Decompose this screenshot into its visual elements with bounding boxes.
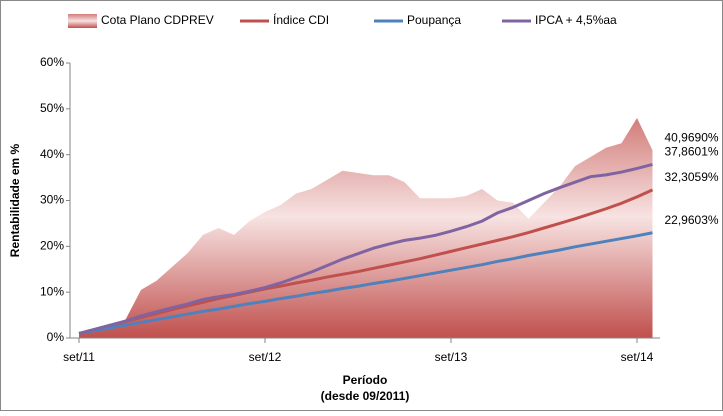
legend-label: Cota Plano CDPREV [101, 13, 214, 27]
x-tick-label: set/11 [63, 350, 95, 364]
x-tick-label: set/14 [621, 350, 654, 364]
legend-swatch [68, 14, 97, 28]
y-tick-label: 30% [40, 193, 64, 207]
line [78, 188, 654, 335]
value-label: 22,9603% [665, 213, 719, 227]
line [78, 163, 653, 335]
x-tick-label: set/13 [435, 350, 468, 364]
area [79, 118, 653, 338]
y-axis-title: Rentabilidade em % [8, 143, 22, 257]
legend-label: IPCA + 4,5%aa [535, 13, 617, 27]
value-label: 37,8601% [665, 145, 719, 159]
y-tick-label: 0% [47, 330, 65, 344]
line [78, 231, 653, 335]
y-tick-label: 50% [40, 101, 64, 115]
legend-label: Índice CDI [273, 12, 329, 27]
x-axis-title: Período [343, 373, 388, 387]
y-tick-label: 10% [40, 284, 64, 298]
y-tick-label: 20% [40, 239, 64, 253]
x-axis-title: (desde 09/2011) [321, 389, 410, 403]
y-tick-label: 40% [40, 147, 64, 161]
x-tick-label: set/12 [249, 350, 282, 364]
legend-label: Poupança [407, 13, 461, 27]
y-tick-label: 60% [40, 55, 64, 69]
value-label: 40,9690% [665, 130, 719, 144]
value-label: 32,3059% [665, 170, 719, 184]
